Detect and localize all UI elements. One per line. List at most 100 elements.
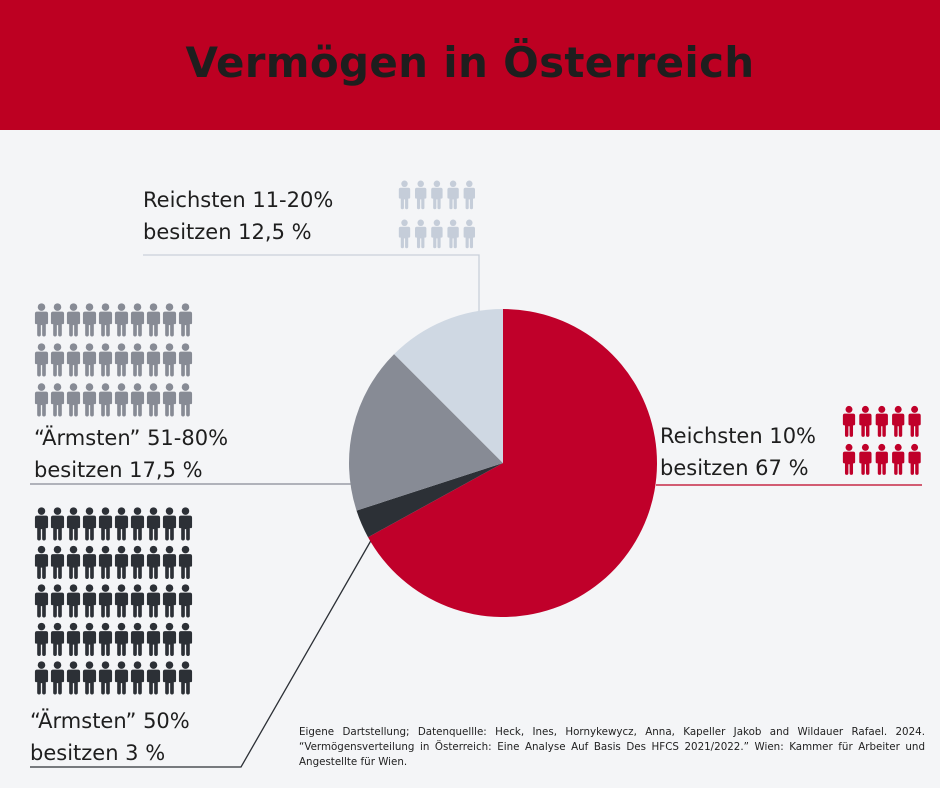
person-icon (463, 180, 475, 210)
person-icon (82, 303, 97, 337)
label-richest-11-20: Reichsten 11-20% besitzen 12,5 % (143, 184, 333, 248)
person-icon (34, 622, 49, 656)
person-icon (178, 584, 193, 618)
person-icon (50, 584, 65, 618)
person-icon (875, 443, 888, 475)
person-icon (415, 219, 427, 249)
person-icon (415, 180, 427, 210)
label-poorest-50-share: besitzen 3 % (30, 741, 166, 765)
person-icon (162, 343, 177, 377)
person-icon (98, 661, 113, 695)
person-icon (859, 443, 872, 475)
person-icon (34, 303, 49, 337)
person-icon (130, 661, 145, 695)
person-icon (98, 545, 113, 579)
person-icon (82, 343, 97, 377)
person-icon (34, 584, 49, 618)
label-middle-51-80-share: besitzen 17,5 % (34, 458, 203, 482)
person-icon (178, 343, 193, 377)
person-icon (114, 343, 129, 377)
person-icon (431, 180, 443, 210)
label-richest-10-share: besitzen 67 % (660, 456, 809, 480)
person-icon (842, 405, 856, 437)
pie-slice-3 (394, 309, 503, 463)
person-icon (50, 507, 65, 541)
person-icon (34, 343, 49, 377)
person-icon (908, 443, 921, 475)
person-icon (178, 545, 193, 579)
person-icon (162, 584, 177, 618)
person-icon (130, 622, 145, 656)
person-icon (98, 303, 113, 337)
person-icon (146, 661, 161, 695)
person-icon (34, 545, 49, 579)
person-icon (398, 180, 411, 210)
label-middle-51-80: “Ärmsten” 51-80% besitzen 17,5 % (34, 422, 228, 486)
person-icon (162, 507, 177, 541)
person-icon (82, 507, 97, 541)
person-icon (178, 622, 193, 656)
person-icon (146, 584, 161, 618)
person-icon (892, 443, 905, 475)
person-icon (146, 622, 161, 656)
person-icon (66, 584, 81, 618)
person-icon (146, 545, 161, 579)
person-icon (114, 545, 129, 579)
leader-line-poorest50 (30, 536, 374, 768)
person-icon (98, 622, 113, 656)
pie-slice-0 (368, 309, 658, 618)
person-icon (146, 303, 161, 337)
person-icon (50, 661, 65, 695)
person-icon (162, 622, 177, 656)
label-middle-51-80-title: “Ärmsten” 51-80% (34, 426, 229, 450)
person-icon (130, 303, 145, 337)
person-icon (114, 661, 129, 695)
person-icon (98, 507, 113, 541)
label-poorest-50: “Ärmsten” 50% besitzen 3 % (30, 705, 190, 769)
person-icon (50, 622, 65, 656)
person-icon (66, 622, 81, 656)
person-icon (146, 343, 161, 377)
person-icon (398, 219, 411, 249)
pie-slice-2 (349, 354, 503, 511)
person-icon (146, 383, 161, 417)
source-note: Eigene Dartstellung; Datenquellle: Heck,… (299, 726, 925, 768)
person-icon (146, 507, 161, 541)
person-icon (66, 545, 81, 579)
person-icon (50, 303, 65, 337)
person-icon (114, 383, 129, 417)
person-icon (114, 507, 129, 541)
person-icon (50, 383, 65, 417)
person-icon (875, 405, 888, 437)
person-icon (66, 303, 81, 337)
person-icon (114, 622, 129, 656)
label-richest-10-title: Reichsten 10% (660, 424, 817, 448)
label-richest-10: Reichsten 10% besitzen 67 % (660, 420, 816, 484)
person-icon (82, 545, 97, 579)
person-icon (130, 343, 145, 377)
person-icon (162, 303, 177, 337)
leader-line-richest11-20 (143, 254, 480, 314)
pie-slice-1 (356, 463, 503, 538)
person-icon (82, 584, 97, 618)
person-icon (130, 584, 145, 618)
person-icon (178, 507, 193, 541)
person-icon (34, 507, 49, 541)
person-icon (178, 383, 193, 417)
person-icon (50, 545, 65, 579)
label-poorest-50-title: “Ärmsten” 50% (30, 709, 190, 733)
person-icon (162, 661, 177, 695)
person-icon (82, 622, 97, 656)
person-icon (842, 443, 856, 475)
person-icon (82, 383, 97, 417)
person-icon (114, 584, 129, 618)
person-icon (162, 545, 177, 579)
person-icon (130, 383, 145, 417)
person-icon (66, 383, 81, 417)
person-icon (98, 343, 113, 377)
person-icon (162, 383, 177, 417)
person-icon (130, 545, 145, 579)
label-richest-11-20-share: besitzen 12,5 % (143, 220, 312, 244)
person-icon (82, 661, 97, 695)
label-richest-11-20-title: Reichsten 11-20% (143, 188, 334, 212)
